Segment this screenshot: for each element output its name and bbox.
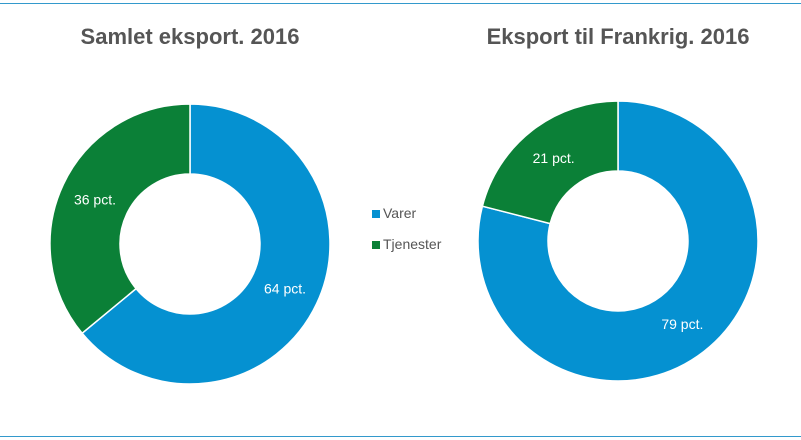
bottom-rule: [0, 436, 801, 437]
legend-item-tjenester: Tjenester: [372, 236, 441, 252]
donut-1-slice-varer: [477, 100, 759, 382]
donut-1-label-tjenester: 21 pct.: [533, 150, 575, 166]
donut-1-label-varer: 79 pct.: [661, 316, 703, 332]
donut-0-slice-tjenester: [49, 103, 191, 335]
legend-item-varer: Varer: [372, 205, 416, 221]
chart-title-left: Samlet eksport. 2016: [80, 24, 300, 49]
legend-swatch-tjenester: [372, 241, 380, 250]
legend-swatch-varer: [372, 210, 380, 219]
donut-0-label-varer: 64 pct.: [264, 281, 306, 297]
donut-0-label-tjenester: 36 pct.: [74, 191, 116, 207]
top-rule: [0, 3, 801, 4]
donut-1-slice-tjenester: [481, 100, 619, 225]
donut-0-slice-varer: [81, 103, 331, 385]
legend-label-varer: Varer: [383, 205, 417, 221]
chart-title-right: Eksport til Frankrig. 2016: [486, 24, 750, 49]
legend-label-tjenester: Tjenester: [383, 236, 442, 252]
